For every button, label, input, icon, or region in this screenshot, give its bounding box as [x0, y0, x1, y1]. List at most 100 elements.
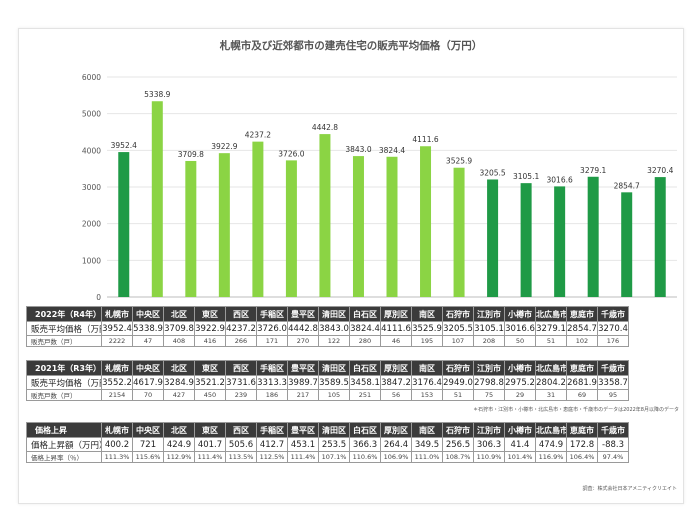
- table-cell: 3016.6: [504, 321, 536, 336]
- table-cell: 366.3: [349, 437, 381, 452]
- column-header: 札幌市: [101, 360, 133, 376]
- column-header: 白石区: [349, 306, 381, 322]
- bar-札幌市: [118, 152, 130, 297]
- table-row: 2022年（R4年） 札幌市 中央区 北区 東区 西区 手稲区 豊平区 清田区 白石区 厚別区 南区石…: [26, 306, 629, 322]
- column-header: 豊平区: [287, 306, 319, 322]
- bars: [118, 101, 666, 298]
- table-cell: 111.4%: [194, 451, 226, 463]
- table-cell: 29: [504, 389, 536, 401]
- column-header: 清田区: [318, 306, 350, 322]
- column-header: 豊平区: [287, 422, 319, 438]
- column-header: 小樽市: [504, 360, 536, 376]
- data-label: 3922.9: [211, 142, 237, 151]
- table-cell: 108.7%: [442, 451, 474, 463]
- bar-小樽市: [554, 186, 566, 297]
- column-header: 石狩市: [442, 422, 474, 438]
- column-header: 白石区: [349, 360, 381, 376]
- table-cell: 721: [132, 437, 164, 452]
- y-tick-label: 0: [96, 293, 101, 302]
- table-cell: 3358.7: [597, 375, 629, 390]
- table-cell: 115.6%: [132, 451, 164, 463]
- table-cell: 106.9%: [380, 451, 412, 463]
- table-cell: 31: [535, 389, 567, 401]
- table-cell: 3458.1: [349, 375, 381, 390]
- table-cell: 51: [535, 335, 567, 347]
- table-cell: 195: [411, 335, 443, 347]
- data-label: 3016.6: [547, 175, 573, 184]
- table-cell: 3521.2: [194, 375, 226, 390]
- table-row: 販売平均価格（万円）3952.45338.93709.83922.94237.2…: [26, 321, 629, 336]
- column-header: 西区: [225, 422, 257, 438]
- bar-千歳市: [654, 177, 666, 297]
- row-label: 販売戸数（戸）: [26, 389, 102, 401]
- column-header: 恵庭市: [566, 306, 598, 322]
- table-row: 価格上昇額（万円） 400.2 721 424.9 401.7 505.6 412.7 453…: [26, 437, 629, 452]
- column-header: 東区: [194, 360, 226, 376]
- table-cell: 70: [132, 389, 164, 401]
- table-cell: 349.5: [411, 437, 443, 452]
- column-header: 小樽市: [504, 422, 536, 438]
- table-row: 販売平均価格（万円）3552.24617.93284.93521.23731.6…: [26, 375, 629, 390]
- table-cell: 3105.1: [473, 321, 505, 336]
- data-label: 3525.9: [446, 157, 472, 166]
- bar-江別市: [520, 183, 532, 297]
- column-header: 東区: [194, 306, 226, 322]
- column-header: 北広島市: [535, 422, 567, 438]
- table-row: 価格上昇率（％） 111.3% 115.6% 112.9% 111.4% 113.5% 11…: [26, 451, 629, 463]
- row-label: 販売平均価格（万円）: [26, 321, 102, 336]
- table-cell: 2222: [101, 335, 133, 347]
- row-label: 販売戸数（戸）: [26, 335, 102, 347]
- table-cell: 47: [132, 335, 164, 347]
- data-label: 3279.1: [580, 166, 606, 175]
- data-label: 3205.5: [479, 168, 505, 177]
- row-label: 2021年（R3年）: [26, 360, 102, 376]
- data-label: 3709.8: [178, 150, 204, 159]
- bar-手稲区: [285, 160, 297, 297]
- table-cell: 400.2: [101, 437, 133, 452]
- table-cell: 50: [504, 335, 536, 347]
- table-cell: 4237.2: [225, 321, 257, 336]
- y-axis-ticks: 0 1000 2000 3000 4000 5000 6000: [82, 73, 101, 302]
- table-cell: 4111.6: [380, 321, 412, 336]
- column-header: 南区: [411, 422, 443, 438]
- table-cell: 3989.7: [287, 375, 319, 390]
- column-header: 西区: [225, 306, 257, 322]
- column-header: 手稲区: [256, 306, 288, 322]
- chart-title: 札幌市及び近郊都市の建売住宅の販売平均価格（万円）: [219, 39, 483, 52]
- bar-北区: [185, 160, 197, 297]
- table-cell: 412.7: [256, 437, 288, 452]
- column-header: 北広島市: [535, 306, 567, 322]
- table-cell: 110.9%: [473, 451, 505, 463]
- table-cell: 3847.2: [380, 375, 412, 390]
- column-header: 札幌市: [101, 422, 133, 438]
- table-cell: 176: [597, 335, 629, 347]
- table-cell: 122: [318, 335, 350, 347]
- bar-東区: [218, 153, 230, 297]
- table-cell: 112.9%: [163, 451, 195, 463]
- table-cell: 2154: [101, 389, 133, 401]
- column-header: 豊平区: [287, 360, 319, 376]
- table-cell: 51: [442, 389, 474, 401]
- y-tick-label: 6000: [82, 73, 101, 82]
- column-header: 千歳市: [597, 306, 629, 322]
- column-header: 石狩市: [442, 306, 474, 322]
- column-header: 白石区: [349, 422, 381, 438]
- table-cell: 3731.6: [225, 375, 257, 390]
- column-header: 東区: [194, 422, 226, 438]
- table-cell: 208: [473, 335, 505, 347]
- table-cell: 3552.2: [101, 375, 133, 390]
- table-cell: 101.4%: [504, 451, 536, 463]
- bar-中央区: [151, 101, 163, 298]
- table-cell: 217: [287, 389, 319, 401]
- bar-白石区: [386, 156, 398, 297]
- table-cell: 239: [225, 389, 257, 401]
- data-note: ＊石狩市・江別市・小樽市・北広島市・恵庭市・千歳市のデータは2022年8月以降の…: [473, 407, 679, 413]
- table-cell: 46: [380, 335, 412, 347]
- table-cell: 3922.9: [194, 321, 226, 336]
- table-cell: 112.5%: [256, 451, 288, 463]
- table-cell: 3824.4: [349, 321, 381, 336]
- table-cell: 75: [473, 389, 505, 401]
- y-tick-label: 2000: [82, 220, 101, 229]
- bar-厚別区: [420, 146, 432, 297]
- bar-西区: [252, 141, 264, 297]
